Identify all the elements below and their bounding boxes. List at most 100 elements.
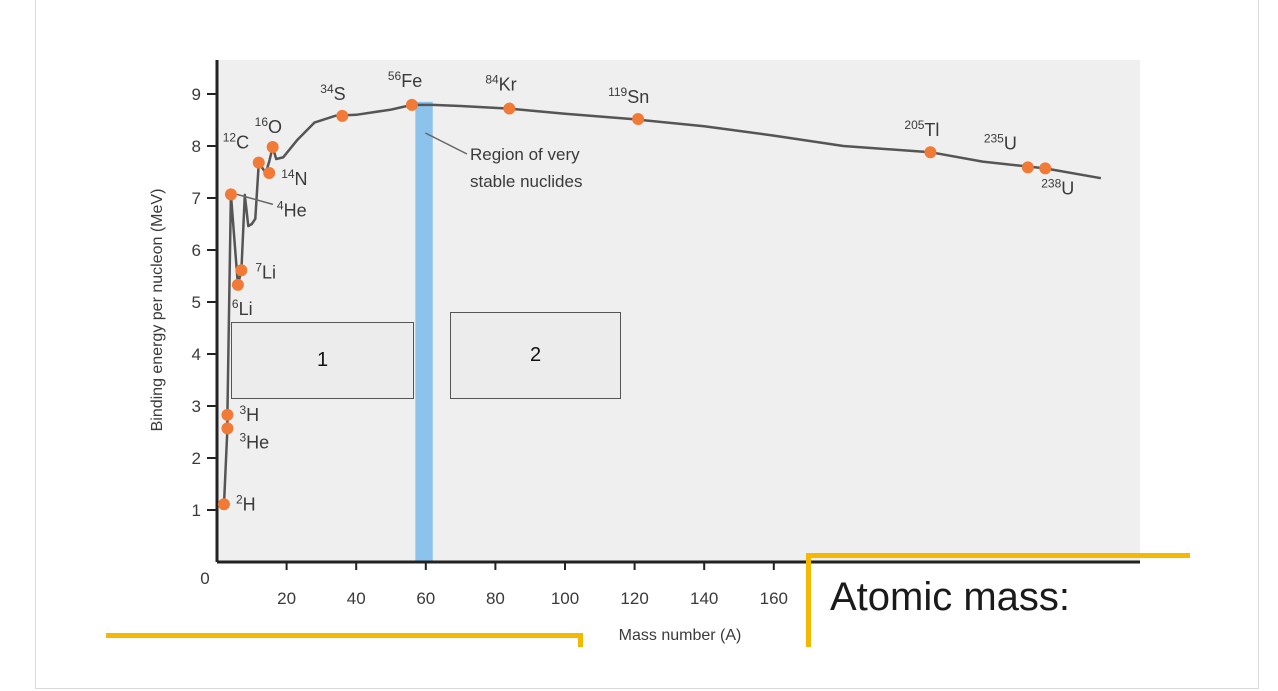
x-tick-label: 120 — [620, 589, 648, 608]
band-annotation-line: stable nuclides — [470, 172, 582, 191]
data-point-4-he — [224, 188, 237, 201]
nuclide-label-4-he: 4He — [277, 198, 307, 220]
drop-zone-2[interactable]: 2 — [450, 312, 621, 399]
element-symbol: S — [334, 84, 346, 104]
x-tick-label: 160 — [760, 589, 788, 608]
element-symbol: C — [236, 133, 249, 153]
mass-number-superscript: 3 — [239, 430, 246, 444]
band-leader-line — [425, 132, 468, 155]
binding-energy-curve — [222, 103, 1102, 505]
x-tick-label: 80 — [486, 589, 505, 608]
band-annotation-line: Region of very — [470, 145, 580, 164]
element-symbol: He — [284, 200, 307, 220]
x-axis-title: Mass number (A) — [619, 627, 742, 644]
y-axis-title: Binding energy per nucleon (MeV) — [149, 189, 166, 432]
data-point-34-s — [336, 109, 349, 122]
data-point-84-kr — [503, 102, 516, 115]
y-tick-label: 7 — [192, 189, 201, 208]
element-symbol: U — [1061, 178, 1074, 198]
nuclide-label-3-he: 3He — [239, 430, 269, 452]
nuclide-label-6-li: 6Li — [232, 297, 253, 319]
nuclide-label-3-h: 3H — [239, 403, 259, 425]
he4-leader-line — [236, 193, 274, 206]
mass-number-superscript: 14 — [281, 167, 295, 181]
y-tick-label: 3 — [192, 397, 201, 416]
element-symbol: H — [246, 405, 259, 425]
nuclide-label-16-o: 16O — [255, 115, 282, 137]
data-point-238-u — [1039, 162, 1052, 175]
data-point-12-c — [252, 156, 265, 169]
mass-number-superscript: 7 — [255, 260, 262, 274]
answer-box-top-border — [806, 553, 1190, 558]
atomic-mass-label: Atomic mass: — [830, 575, 1071, 619]
element-symbol: Tl — [924, 120, 939, 140]
data-point-56-fe — [405, 98, 418, 111]
x-tick-label: 40 — [347, 589, 366, 608]
mass-number-superscript: 6 — [232, 297, 239, 311]
mass-number-superscript: 3 — [239, 403, 246, 417]
answer-line-bottom-tick — [578, 633, 583, 647]
mass-number-superscript: 235 — [984, 131, 1004, 145]
stable-region-band — [415, 101, 433, 563]
y-tick-label: 8 — [192, 137, 201, 156]
data-point-6-li — [231, 278, 244, 291]
x-tick-label: 60 — [416, 589, 435, 608]
nuclide-label-2-h: 2H — [236, 492, 256, 514]
answer-line-bottom — [106, 633, 583, 638]
x-tick-label: 140 — [690, 589, 718, 608]
plot-background — [217, 60, 1140, 562]
y-tick-label: 9 — [192, 85, 201, 104]
nuclide-label-56-fe: 56Fe — [388, 69, 422, 91]
data-point-2-h — [217, 498, 230, 511]
y-tick-label: 2 — [192, 449, 201, 468]
nuclide-label-119-sn: 119Sn — [608, 85, 649, 107]
element-symbol: Kr — [499, 75, 517, 95]
nuclide-label-205-tl: 205Tl — [904, 118, 939, 140]
y-tick-label: 1 — [192, 501, 201, 520]
mass-number-superscript: 16 — [255, 115, 269, 129]
answer-box-left-border — [806, 553, 811, 647]
data-point-119-sn — [632, 112, 645, 125]
element-symbol: U — [1004, 133, 1017, 153]
origin-label: 0 — [200, 569, 209, 588]
element-symbol: H — [243, 494, 256, 514]
data-point-14-n — [263, 167, 276, 180]
mass-number-superscript: 12 — [223, 131, 237, 145]
data-point-7-li — [235, 264, 248, 277]
mass-number-superscript: 4 — [277, 198, 284, 212]
mass-number-superscript: 2 — [236, 492, 243, 506]
content-frame — [35, 0, 1259, 689]
nuclide-label-14-n: 14N — [281, 167, 307, 189]
data-point-235-u — [1021, 161, 1034, 174]
nuclide-label-238-u: 238U — [1041, 176, 1074, 198]
element-symbol: N — [295, 169, 308, 189]
data-point-3-he — [221, 422, 234, 435]
mass-number-superscript: 238 — [1041, 176, 1061, 190]
nuclide-label-235-u: 235U — [984, 131, 1017, 153]
mass-number-superscript: 56 — [388, 69, 402, 83]
data-point-3-h — [221, 408, 234, 421]
nuclide-label-12-c: 12C — [223, 131, 249, 153]
data-point-16-o — [266, 141, 279, 154]
x-tick-label: 20 — [277, 589, 296, 608]
y-tick-label: 6 — [192, 241, 201, 260]
x-tick-label: 100 — [551, 589, 579, 608]
element-symbol: O — [268, 117, 282, 137]
data-point-205-tl — [924, 146, 937, 159]
element-symbol: Sn — [627, 87, 649, 107]
element-symbol: Fe — [401, 71, 422, 91]
mass-number-superscript: 84 — [485, 73, 499, 87]
mass-number-superscript: 205 — [904, 118, 924, 132]
nuclide-label-34-s: 34S — [320, 82, 345, 104]
element-symbol: He — [246, 432, 269, 452]
y-tick-label: 5 — [192, 293, 201, 312]
element-symbol: Li — [262, 262, 276, 282]
y-tick-label: 4 — [192, 345, 201, 364]
mass-number-superscript: 34 — [320, 82, 334, 96]
nuclide-label-7-li: 7Li — [255, 260, 276, 282]
mass-number-superscript: 119 — [608, 85, 627, 99]
nuclide-label-84-kr: 84Kr — [485, 73, 516, 95]
element-symbol: Li — [239, 299, 253, 319]
drop-zone-1[interactable]: 1 — [231, 322, 414, 399]
